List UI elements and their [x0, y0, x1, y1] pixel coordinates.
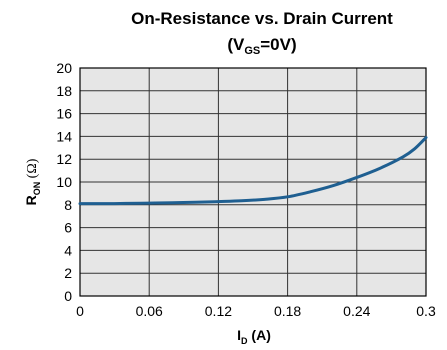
x-tick-label: 0.12: [205, 303, 232, 319]
x-axis-label-subscript: D: [241, 336, 248, 346]
subtitle-subscript: GS: [244, 45, 260, 57]
x-axis-label-unit: (A): [248, 327, 271, 343]
plot-border: [79, 67, 427, 297]
subtitle-close: =0V): [260, 35, 296, 54]
y-tick-label: 16: [56, 106, 72, 122]
y-tick-label: 2: [64, 265, 72, 281]
y-tick-label: 8: [64, 197, 72, 213]
chart-subtitle: (VGS=0V): [227, 35, 296, 57]
x-tick-label: 0.06: [136, 303, 163, 319]
y-axis-label-main: R: [23, 195, 39, 205]
y-tick-label: 10: [56, 174, 72, 190]
y-tick-label: 6: [64, 220, 72, 236]
y-tick-label: 20: [56, 60, 72, 76]
series-line: [78, 136, 428, 206]
y-axis-label-unit: (Ω): [25, 158, 40, 182]
x-tick-label: 0: [76, 303, 84, 319]
y-axis-label-subscript: ON: [32, 182, 42, 196]
chart-title: On-Resistance vs. Drain Current: [131, 9, 393, 28]
y-axis-label: RON (Ω): [23, 158, 42, 205]
x-tick-label: 0.18: [274, 303, 301, 319]
y-tick-label: 4: [64, 242, 72, 258]
subtitle-open: (V: [227, 35, 245, 54]
x-tick-label: 0.3: [416, 303, 436, 319]
y-tick-label: 0: [64, 288, 72, 304]
y-tick-label: 12: [56, 151, 72, 167]
plot-area: 0 2 4 6 8 10 12 14 16 18 20 0 0.06 0.12 0.18 0.24 0.3: [56, 60, 436, 319]
x-tick-label: 0.24: [343, 303, 370, 319]
x-axis-label-main: I: [237, 327, 241, 343]
y-tick-label: 18: [56, 83, 72, 99]
x-axis-label: ID (A): [237, 327, 271, 346]
y-tick-label: 14: [56, 128, 72, 144]
